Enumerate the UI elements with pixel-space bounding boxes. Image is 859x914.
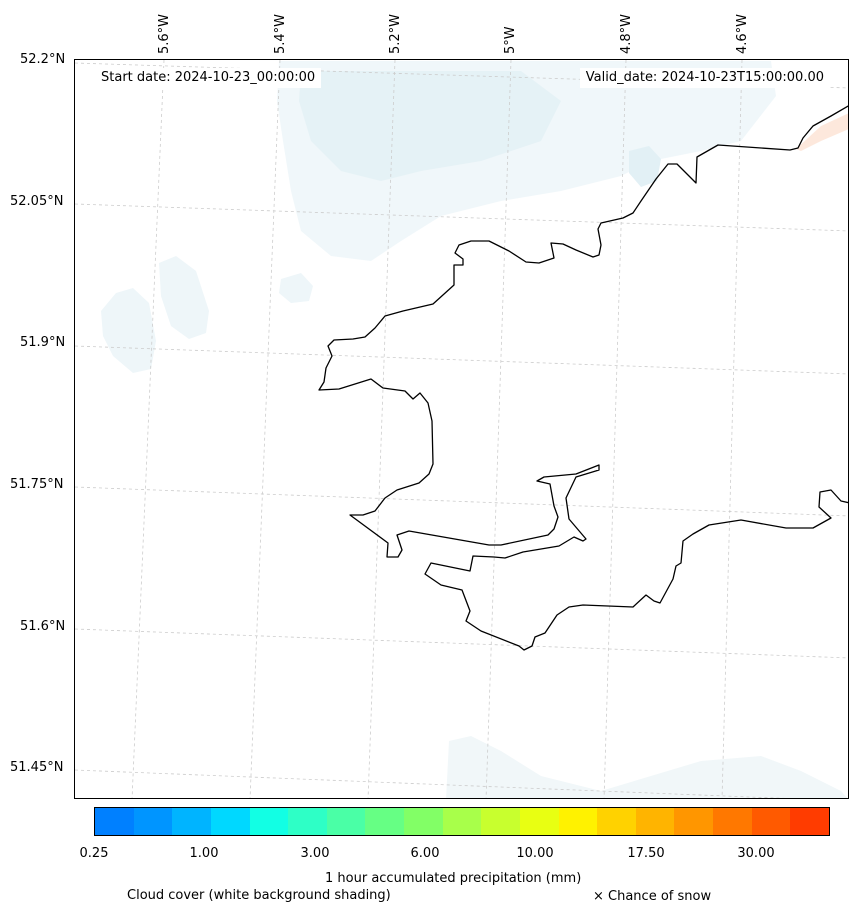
cloud-cover-legend: Cloud cover (white background shading): [127, 888, 391, 903]
colorbar-tick-30.00: 30.00: [737, 846, 775, 861]
lat-label-51.6n: 51.6°N: [20, 619, 66, 634]
precip-patch-ne: [796, 113, 848, 151]
colorbar-segment-5: [288, 808, 327, 835]
colorbar-segment-16: [713, 808, 752, 835]
colorbar-segment-2: [172, 808, 211, 835]
valid-date-label: Valid_date: 2024-10-23T15:00:00.00: [579, 68, 830, 88]
colorbar-segment-15: [674, 808, 713, 835]
colorbar-segment-1: [133, 808, 173, 835]
lat-label-51.9n: 51.9°N: [20, 335, 66, 350]
cloud-cover-shading: [101, 61, 848, 798]
lon-label-5.2w: 5.2°W: [388, 13, 403, 54]
colorbar-segment-12: [558, 808, 598, 835]
lon-label-5.4w: 5.4°W: [273, 13, 288, 54]
colorbar-segment-7: [365, 808, 404, 835]
cloud-patch-northeast: [629, 146, 661, 187]
colorbar-segment-3: [210, 808, 250, 835]
colorbar-tick-6.00: 6.00: [410, 846, 440, 861]
cloud-patch-nw: [159, 256, 209, 339]
colorbar-segment-10: [481, 808, 520, 835]
map-panel[interactable]: Start date: 2024-10-23_00:00:00 Valid_da…: [74, 59, 849, 799]
colorbar-segment-18: [790, 808, 829, 835]
lat-label-51.75n: 51.75°N: [10, 477, 64, 492]
lat-label-52.05n: 52.05°N: [10, 194, 64, 209]
colorbar-segment-17: [751, 808, 791, 835]
colorbar-segment-0: [95, 808, 134, 835]
colorbar-tick-10.00: 10.00: [516, 846, 554, 861]
cloud-patch-west: [101, 288, 156, 373]
lon-label-4.6w: 4.6°W: [735, 13, 750, 54]
cloud-patch-north-inner: [299, 71, 561, 181]
colorbar-tick-3.00: 3.00: [300, 846, 330, 861]
lon-label-5w: 5°W: [503, 26, 518, 54]
colorbar-segment-8: [404, 808, 443, 835]
colorbar-title: 1 hour accumulated precipitation (mm): [325, 871, 582, 886]
start-date-label: Start date: 2024-10-23_00:00:00: [95, 68, 322, 88]
lat-label-52.2n: 52.2°N: [20, 52, 66, 67]
cloud-patch-south: [446, 736, 848, 798]
colorbar-segment-13: [597, 808, 636, 835]
colorbar-segment-4: [249, 808, 289, 835]
snow-legend: × Chance of snow: [593, 889, 712, 904]
colorbar-segment-9: [442, 808, 482, 835]
colorbar-segment-11: [519, 808, 559, 835]
colorbar-tick-17.50: 17.50: [627, 846, 665, 861]
colorbar-segment-6: [326, 808, 366, 835]
coastline: [318, 105, 848, 651]
coastline-north: [318, 105, 848, 651]
colorbar-segment-14: [635, 808, 675, 835]
map-canvas: [75, 60, 848, 798]
cloud-patch-small: [279, 273, 313, 303]
colorbar-tick-0.25: 0.25: [79, 846, 109, 861]
lat-label-51.45n: 51.45°N: [10, 760, 64, 775]
colorbar-tick-1.00: 1.00: [189, 846, 219, 861]
precipitation-colorbar: [94, 807, 830, 836]
lon-label-5.6w: 5.6°W: [157, 13, 172, 54]
lon-label-4.8w: 4.8°W: [619, 13, 634, 54]
